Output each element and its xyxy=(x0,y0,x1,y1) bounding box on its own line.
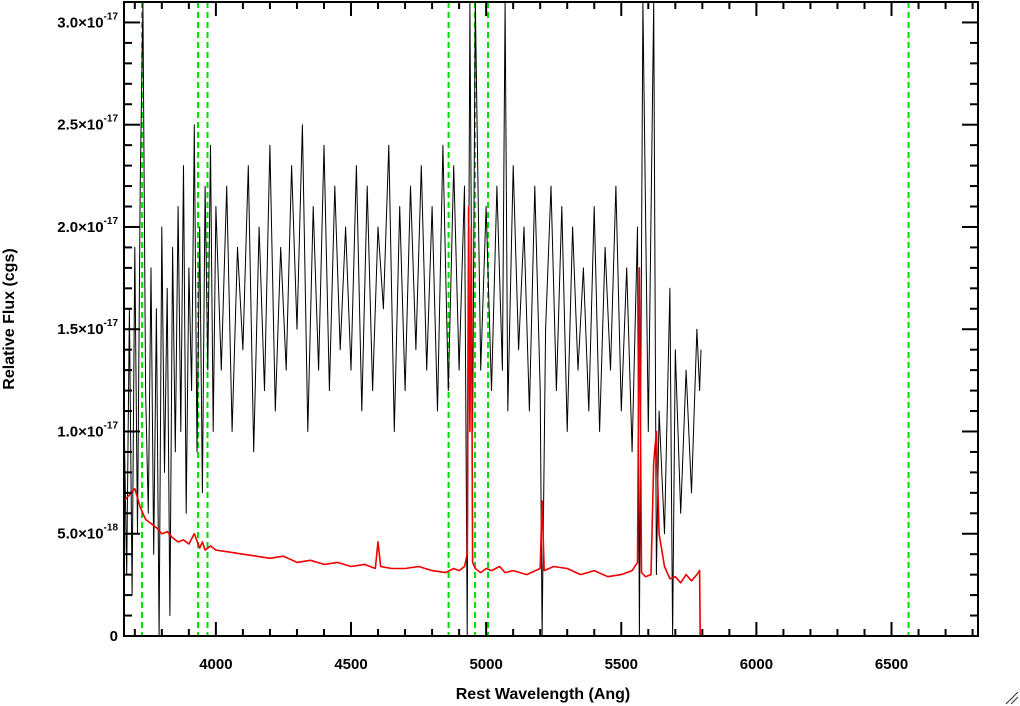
x-axis-title: Rest Wavelength (Ang) xyxy=(456,686,631,703)
y-tick-label: 5.0×10-18 xyxy=(57,523,118,543)
x-tick-label: 4000 xyxy=(199,656,232,673)
y-tick-label: 2.5×10-17 xyxy=(57,114,118,134)
y-axis-ticks: 05.0×10-181.0×10-171.5×10-172.0×10-172.5… xyxy=(57,11,978,645)
y-tick-mantissa: 3.0×10 xyxy=(57,14,103,31)
y-tick-label: 0 xyxy=(110,628,118,645)
y-tick-label: 1.5×10-17 xyxy=(57,318,118,338)
y-axis-title: Relative Flux (cgs) xyxy=(1,248,18,389)
y-tick-exponent: -17 xyxy=(104,216,119,227)
y-tick-mantissa: 2.0×10 xyxy=(57,219,103,236)
x-axis-ticks: 4000 4500 5000 5500 6000 6500 xyxy=(133,2,974,673)
y-tick-exponent: -18 xyxy=(104,523,119,534)
y-tick-mantissa: 2.5×10 xyxy=(57,117,103,134)
y-tick-mantissa: 1.5×10 xyxy=(57,321,103,338)
series-layer xyxy=(124,2,978,636)
resize-grip-icon[interactable] xyxy=(1005,691,1019,705)
y-tick-exponent: -17 xyxy=(104,11,119,22)
y-tick-exponent: -17 xyxy=(104,420,119,431)
plot-frame xyxy=(123,1,979,637)
y-tick-mantissa: 0 xyxy=(110,628,118,645)
x-tick-label: 5500 xyxy=(605,656,638,673)
y-tick-exponent: -17 xyxy=(104,318,119,329)
y-tick-mantissa: 1.0×10 xyxy=(57,423,103,440)
x-tick-label: 5000 xyxy=(469,656,502,673)
y-tick-exponent: -17 xyxy=(104,114,119,125)
x-tick-label: 6000 xyxy=(740,656,773,673)
observed-spectrum-line xyxy=(124,2,702,636)
y-tick-label: 1.0×10-17 xyxy=(57,420,118,440)
y-tick-mantissa: 5.0×10 xyxy=(57,526,103,543)
y-tick-label: 2.0×10-17 xyxy=(57,216,118,236)
x-tick-label: 6500 xyxy=(875,656,908,673)
x-tick-label: 4500 xyxy=(334,656,367,673)
model-spectrum-line xyxy=(124,205,978,636)
y-tick-label: 3.0×10-17 xyxy=(57,11,118,31)
